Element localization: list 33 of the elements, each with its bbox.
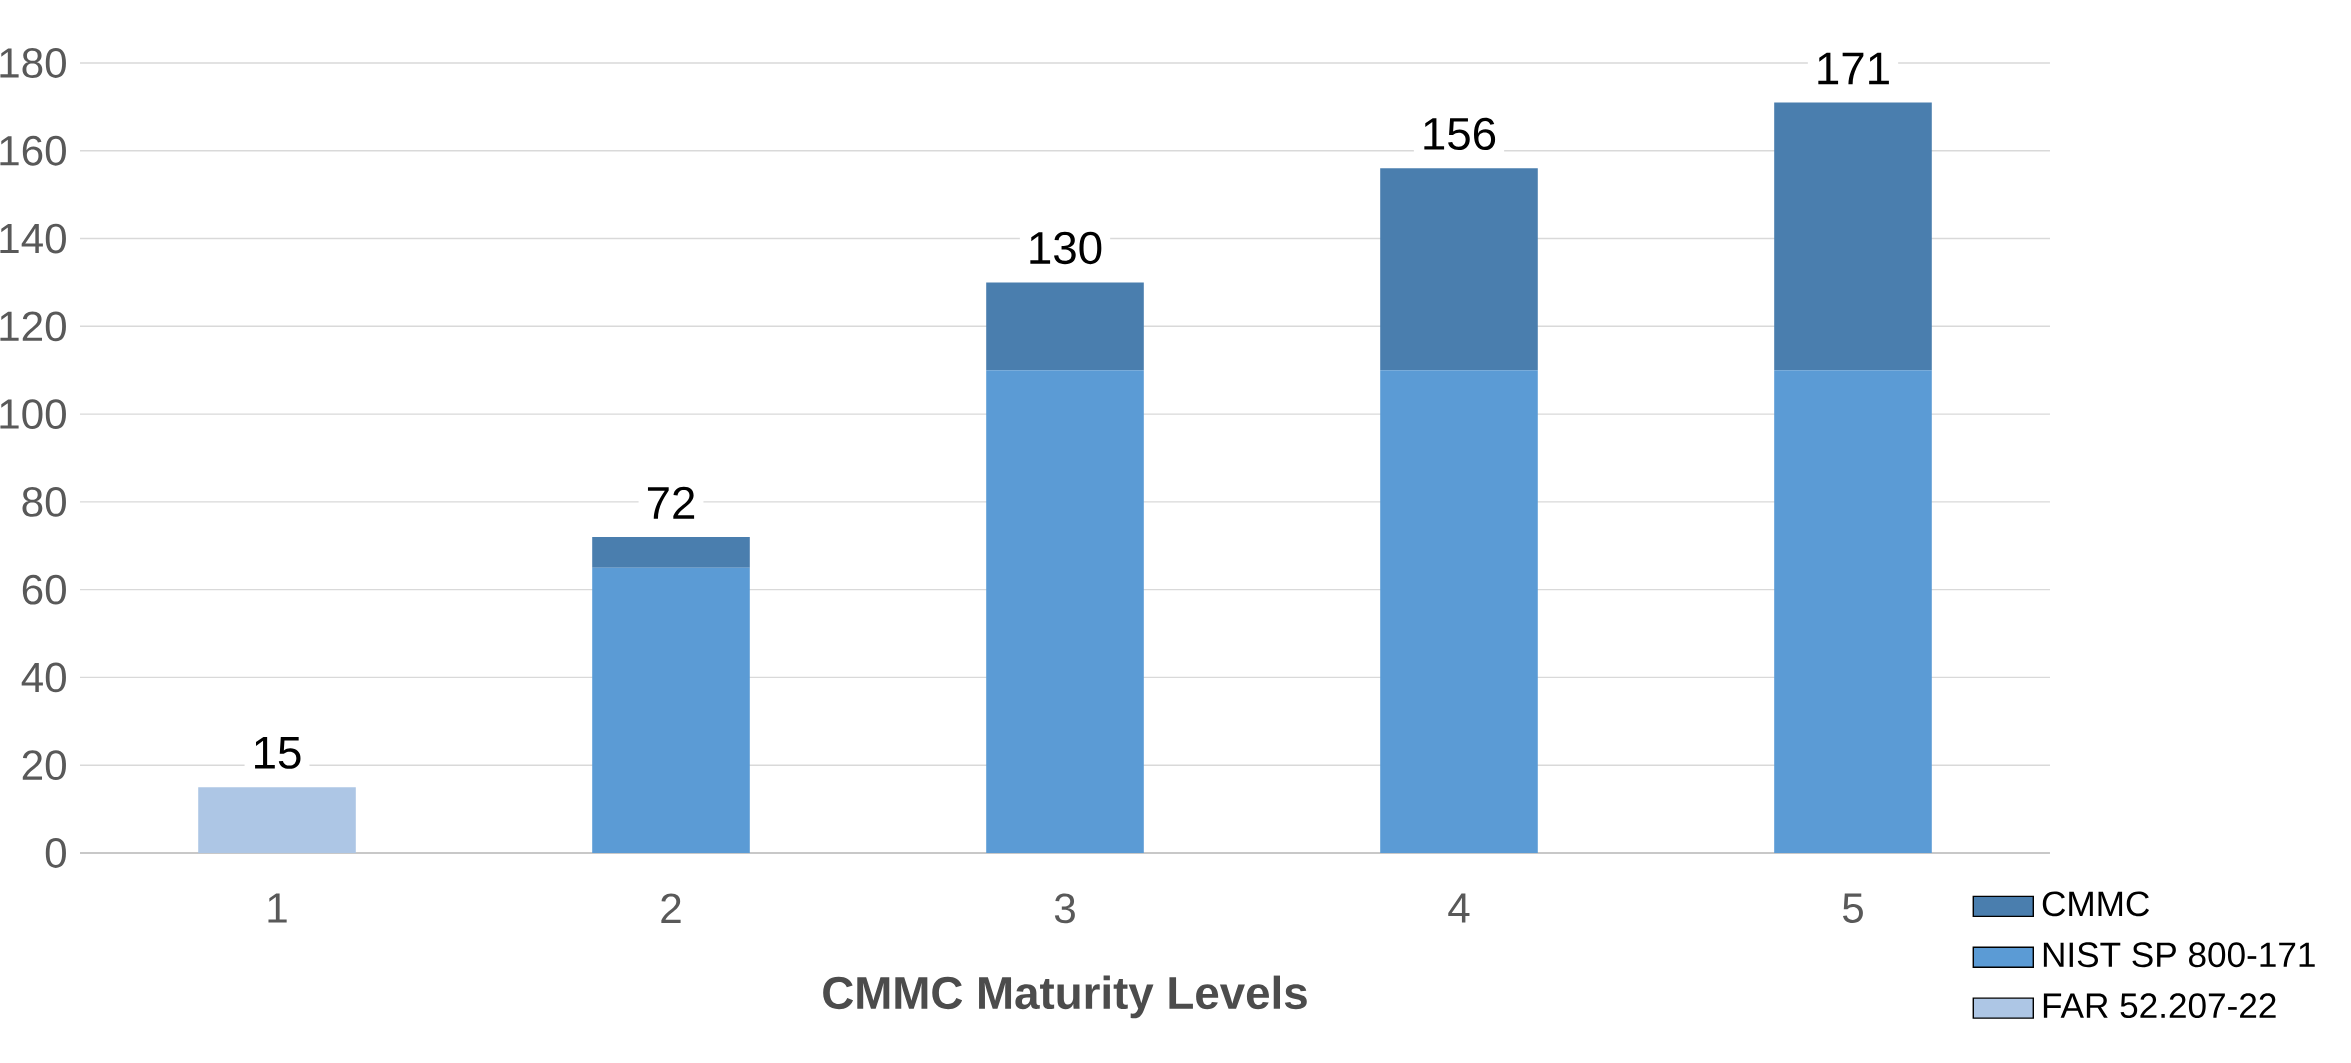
legend-label: CMMC <box>2042 891 2149 917</box>
bar <box>1774 102 1932 371</box>
bar <box>1774 370 1932 853</box>
bar <box>592 537 750 568</box>
x-tick-label: 5 <box>1842 893 1863 923</box>
bar <box>1380 370 1538 853</box>
legend-label: NIST SP 800-171 <box>2043 942 2315 968</box>
legend-label: FAR 52.207-22 <box>2043 993 2276 1019</box>
total-label: 130 <box>1030 231 1102 265</box>
x-tick-label: 3 <box>1054 893 1075 924</box>
total-label: 15 <box>255 737 301 769</box>
total-label: 72 <box>647 486 695 519</box>
y-tick-label: 100 <box>0 399 66 430</box>
y-tick-label: 140 <box>0 223 66 254</box>
bar <box>986 370 1144 853</box>
x-tick-label: 2 <box>661 893 681 923</box>
x-tick-label: 4 <box>1448 893 1470 923</box>
total-label: 156 <box>1424 117 1496 151</box>
y-tick-label: 120 <box>0 311 66 342</box>
y-tick-label: 160 <box>0 135 66 166</box>
bar <box>592 567 750 853</box>
bar <box>198 787 356 853</box>
y-tick-label: 80 <box>22 486 66 517</box>
y-tick-label: 60 <box>22 574 66 605</box>
y-tick-label: 0 <box>45 838 66 868</box>
x-tick-label: 1 <box>268 893 287 923</box>
total-label: 171 <box>1818 52 1889 85</box>
y-tick-label: 40 <box>21 662 66 693</box>
x-axis-title: CMMC Maturity Levels <box>823 975 1307 1019</box>
bar <box>1380 168 1538 371</box>
y-tick-label: 180 <box>0 48 66 78</box>
bar <box>986 282 1144 371</box>
y-tick-label: 20 <box>22 750 66 781</box>
